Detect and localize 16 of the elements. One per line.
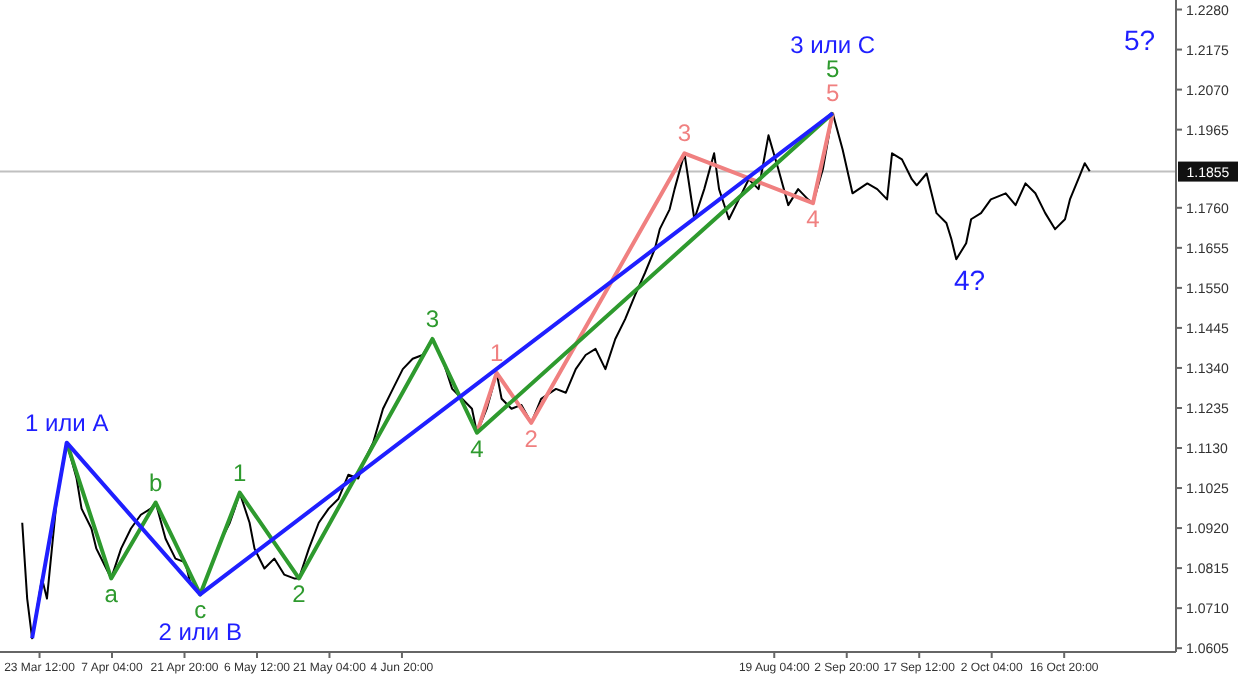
annotation: 5 xyxy=(826,79,841,108)
annotation: 3 xyxy=(425,304,440,333)
annotation: 4 xyxy=(470,434,485,463)
annotation: 4? xyxy=(954,264,986,296)
annotation: 1 или A xyxy=(24,408,109,437)
annotation: 4 xyxy=(806,205,821,234)
annotation: 2 xyxy=(292,580,307,609)
annotation: 3 xyxy=(677,119,692,148)
annotation: 1 xyxy=(233,458,247,487)
annotation: b xyxy=(148,468,163,497)
annotation: 5? xyxy=(1124,24,1156,56)
annotation: a xyxy=(104,580,119,609)
annotation: 1 xyxy=(489,338,504,367)
annotation: 2 xyxy=(524,424,539,453)
annotation: 3 или C xyxy=(790,31,876,60)
annotation: 5 xyxy=(826,55,841,84)
